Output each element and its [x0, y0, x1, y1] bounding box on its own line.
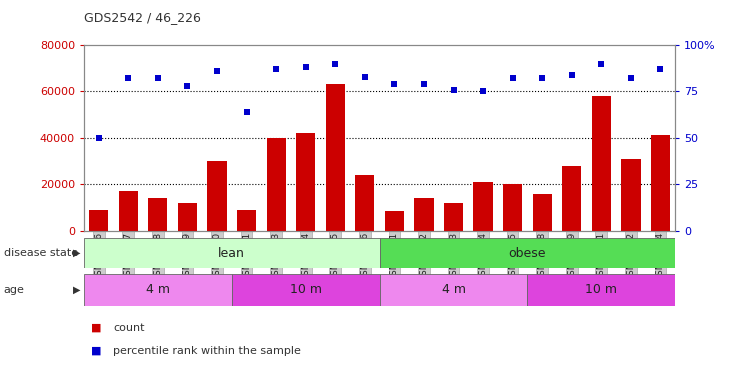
Bar: [207, 161, 226, 231]
Bar: [592, 96, 611, 231]
Point: [655, 66, 666, 72]
Text: 10 m: 10 m: [290, 283, 322, 296]
Bar: [148, 198, 167, 231]
Point: [507, 75, 518, 81]
Point: [329, 60, 341, 67]
Text: obese: obese: [509, 247, 546, 259]
Bar: [474, 182, 493, 231]
FancyBboxPatch shape: [231, 274, 380, 306]
Bar: [326, 84, 345, 231]
Point: [566, 72, 577, 78]
FancyBboxPatch shape: [380, 238, 675, 268]
Bar: [651, 135, 670, 231]
Bar: [444, 203, 463, 231]
Bar: [237, 210, 256, 231]
FancyBboxPatch shape: [84, 274, 231, 306]
Bar: [621, 159, 640, 231]
Bar: [356, 175, 374, 231]
Text: percentile rank within the sample: percentile rank within the sample: [113, 346, 301, 355]
Bar: [503, 184, 522, 231]
Point: [537, 75, 548, 81]
Bar: [533, 194, 552, 231]
Text: ▶: ▶: [73, 248, 80, 258]
Point: [241, 109, 253, 115]
Point: [123, 75, 134, 81]
FancyBboxPatch shape: [527, 274, 675, 306]
Text: ▶: ▶: [73, 285, 80, 295]
Point: [388, 81, 400, 87]
Bar: [415, 198, 434, 231]
Point: [625, 75, 637, 81]
Point: [211, 68, 223, 74]
Text: count: count: [113, 323, 145, 333]
Text: age: age: [4, 285, 25, 295]
Text: 4 m: 4 m: [146, 283, 170, 296]
Bar: [178, 203, 197, 231]
Bar: [266, 138, 285, 231]
FancyBboxPatch shape: [380, 274, 527, 306]
Text: lean: lean: [218, 247, 245, 259]
Point: [270, 66, 282, 72]
Bar: [296, 133, 315, 231]
Text: disease state: disease state: [4, 248, 78, 258]
Point: [418, 81, 430, 87]
Text: GDS2542 / 46_226: GDS2542 / 46_226: [84, 11, 201, 24]
Point: [300, 64, 312, 70]
Bar: [385, 211, 404, 231]
Point: [477, 88, 489, 94]
Point: [152, 75, 164, 81]
Point: [93, 135, 104, 141]
Text: 10 m: 10 m: [585, 283, 618, 296]
Point: [596, 60, 607, 67]
Bar: [89, 210, 108, 231]
Point: [447, 87, 459, 93]
Bar: [562, 166, 581, 231]
FancyBboxPatch shape: [84, 238, 380, 268]
Text: ■: ■: [91, 323, 101, 333]
Text: ■: ■: [91, 346, 101, 355]
Bar: [119, 191, 138, 231]
Point: [359, 74, 371, 80]
Point: [182, 83, 193, 89]
Text: 4 m: 4 m: [442, 283, 466, 296]
